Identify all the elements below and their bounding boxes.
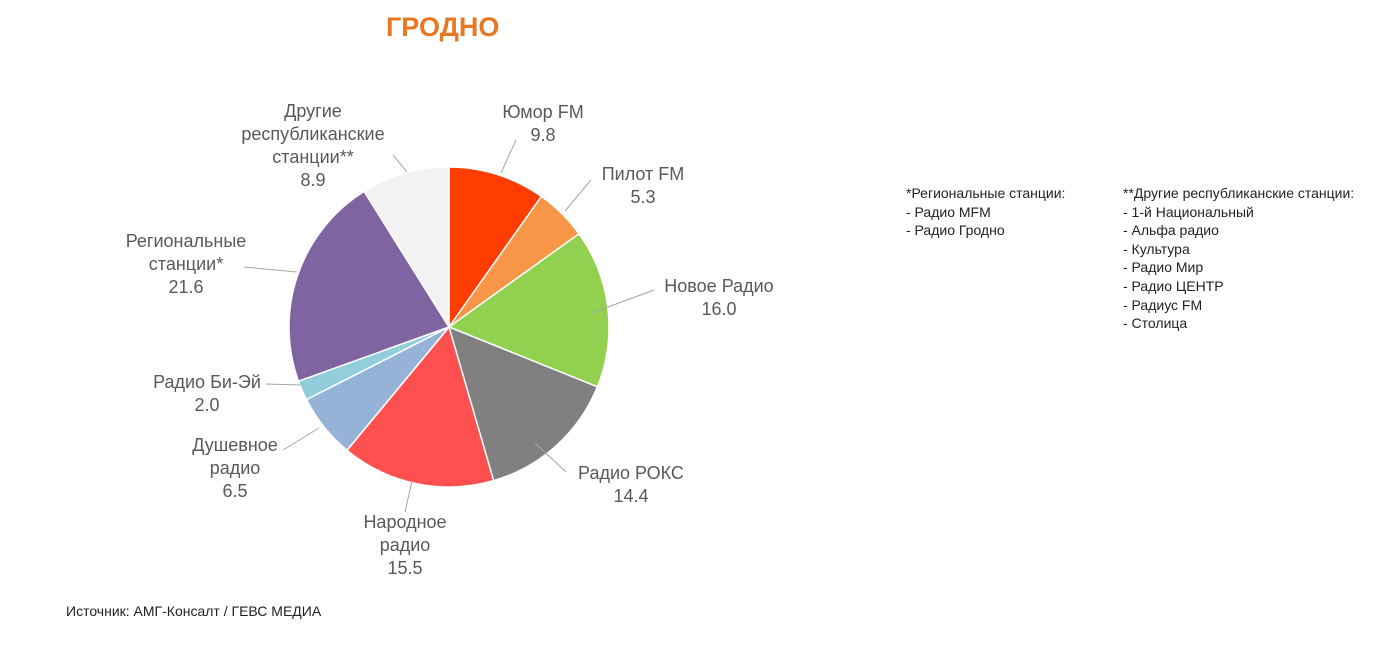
slice-value: 8.9 bbox=[300, 170, 325, 190]
slice-name: Региональные bbox=[126, 231, 247, 251]
leader-lines bbox=[243, 139, 655, 513]
pie-slices bbox=[288, 166, 610, 488]
slice-labels: Юмор FM 9.8 Пилот FM 5.3 Новое Радио 16.0 Ради… bbox=[126, 101, 774, 578]
slice-value: 14.4 bbox=[613, 486, 648, 506]
slice-label: Радио РОКС 14.4 bbox=[578, 463, 684, 506]
slice-label: Юмор FM 9.8 bbox=[502, 102, 583, 145]
regional-note-item: - Радио Гродно bbox=[906, 222, 1005, 239]
leader-line bbox=[265, 383, 302, 386]
pie-slice bbox=[448, 166, 543, 330]
slice-value: 15.5 bbox=[387, 558, 422, 578]
other-note-item: - Радио Мир bbox=[1123, 259, 1204, 276]
regional-stations-note: *Региональные станции: - Радио MFM - Рад… bbox=[906, 184, 1065, 240]
slice-value: 16.0 bbox=[701, 299, 736, 319]
leader-line bbox=[500, 139, 517, 174]
leader-line bbox=[534, 442, 567, 473]
slice-value: 2.0 bbox=[194, 395, 219, 415]
pie-slice bbox=[345, 325, 495, 488]
slice-label: Другие республиканские станции** 8.9 bbox=[241, 101, 384, 190]
leader-line bbox=[392, 154, 408, 173]
slice-name: радио bbox=[210, 458, 261, 478]
other-note-item: - Радио ЦЕНТР bbox=[1123, 277, 1224, 294]
other-note-heading: **Другие республиканские станции: bbox=[1123, 185, 1355, 201]
chart-title: ГРОДНО bbox=[386, 12, 500, 42]
other-note-item: - Альфа радио bbox=[1123, 222, 1219, 239]
slice-name: Народное bbox=[363, 512, 446, 532]
slice-value: 6.5 bbox=[222, 481, 247, 501]
slice-name: Юмор FM bbox=[502, 102, 583, 122]
slice-value: 5.3 bbox=[630, 187, 655, 207]
leader-line bbox=[404, 480, 413, 513]
other-note-item: - 1-й Национальный bbox=[1123, 203, 1254, 220]
leader-line bbox=[564, 179, 592, 212]
regional-note-heading: *Региональные станции: bbox=[906, 185, 1066, 201]
slice-value: 21.6 bbox=[168, 277, 203, 297]
source-note: Источник: АМГ-Консалт / ГЕВС МЕДИА bbox=[66, 603, 322, 619]
slice-name: Новое Радио bbox=[664, 276, 773, 296]
slice-label: Народное радио 15.5 bbox=[363, 512, 446, 578]
other-note-item: - Радиус FM bbox=[1123, 296, 1203, 313]
pie-slice bbox=[288, 190, 451, 383]
slice-name: Другие bbox=[284, 101, 342, 121]
slice-value: 9.8 bbox=[530, 125, 555, 145]
regional-note-item: - Радио MFM bbox=[906, 203, 991, 220]
slice-label: Душевное радио 6.5 bbox=[192, 435, 278, 501]
leader-line bbox=[243, 266, 298, 273]
slice-name: Пилот FM bbox=[602, 164, 685, 184]
leader-line bbox=[591, 289, 655, 314]
slice-label: Региональные станции* 21.6 bbox=[126, 231, 247, 297]
slice-label: Пилот FM 5.3 bbox=[602, 164, 685, 207]
slice-name: Душевное bbox=[192, 435, 278, 455]
slice-label: Новое Радио 16.0 bbox=[664, 276, 773, 319]
pie-slice bbox=[447, 325, 599, 482]
pie-slice bbox=[363, 166, 450, 330]
slice-name: Радио Би-Эй bbox=[153, 372, 261, 392]
other-note-item: - Столица bbox=[1123, 315, 1188, 332]
slice-name: республиканские bbox=[241, 124, 384, 144]
slice-name: радио bbox=[380, 535, 431, 555]
pie-slice bbox=[447, 232, 610, 388]
slice-name: станции* bbox=[149, 254, 223, 274]
other-note-item: - Культура bbox=[1123, 240, 1190, 257]
slice-name: станции** bbox=[272, 147, 353, 167]
slice-name: Радио РОКС bbox=[578, 463, 684, 483]
other-stations-note: **Другие республиканские станции: - 1-й … bbox=[1123, 184, 1354, 333]
leader-line bbox=[282, 427, 320, 451]
slice-label: Радио Би-Эй 2.0 bbox=[153, 372, 261, 415]
